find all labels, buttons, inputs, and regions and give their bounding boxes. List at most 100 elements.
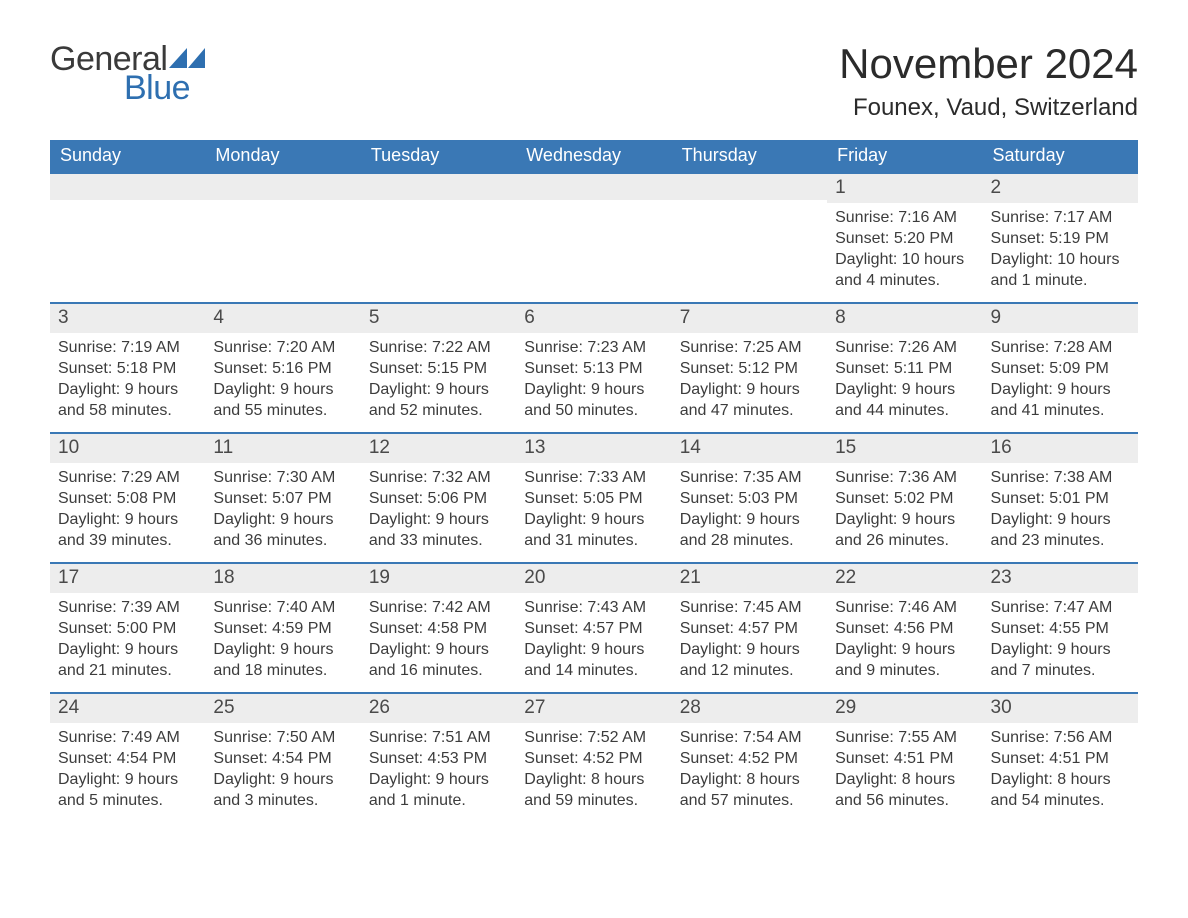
day-details: Sunrise: 7:17 AMSunset: 5:19 PMDaylight:… [983,203,1138,299]
calendar-day-cell: 15Sunrise: 7:36 AMSunset: 5:02 PMDayligh… [827,432,982,562]
day-wrap: 14Sunrise: 7:35 AMSunset: 5:03 PMDayligh… [672,432,827,559]
day-wrap: 18Sunrise: 7:40 AMSunset: 4:59 PMDayligh… [205,562,360,689]
daylight-line: Daylight: 9 hours and 1 minute. [369,769,508,811]
sunrise-line: Sunrise: 7:46 AM [835,597,974,618]
daylight-line: Daylight: 9 hours and 50 minutes. [524,379,663,421]
day-details: Sunrise: 7:19 AMSunset: 5:18 PMDaylight:… [50,333,205,429]
sunset-line: Sunset: 5:19 PM [991,228,1130,249]
sunrise-line: Sunrise: 7:33 AM [524,467,663,488]
day-details: Sunrise: 7:39 AMSunset: 5:00 PMDaylight:… [50,593,205,689]
sunset-line: Sunset: 5:13 PM [524,358,663,379]
calendar-day-cell: 16Sunrise: 7:38 AMSunset: 5:01 PMDayligh… [983,432,1138,562]
calendar-empty-cell [205,172,360,302]
day-number: 20 [516,564,671,593]
day-details: Sunrise: 7:50 AMSunset: 4:54 PMDaylight:… [205,723,360,819]
weekday-header: Friday [827,140,982,172]
sunset-line: Sunset: 4:51 PM [835,748,974,769]
day-details: Sunrise: 7:55 AMSunset: 4:51 PMDaylight:… [827,723,982,819]
day-details: Sunrise: 7:23 AMSunset: 5:13 PMDaylight:… [516,333,671,429]
sunset-line: Sunset: 4:57 PM [680,618,819,639]
day-wrap: 11Sunrise: 7:30 AMSunset: 5:07 PMDayligh… [205,432,360,559]
month-title: November 2024 [839,40,1138,88]
day-number: 4 [205,304,360,333]
day-number: 26 [361,694,516,723]
sunset-line: Sunset: 4:52 PM [680,748,819,769]
calendar-empty-cell [672,172,827,302]
daylight-line: Daylight: 9 hours and 55 minutes. [213,379,352,421]
sunrise-line: Sunrise: 7:51 AM [369,727,508,748]
day-number: 22 [827,564,982,593]
calendar-week-row: 17Sunrise: 7:39 AMSunset: 5:00 PMDayligh… [50,562,1138,692]
weekday-header: Thursday [672,140,827,172]
day-wrap: 3Sunrise: 7:19 AMSunset: 5:18 PMDaylight… [50,302,205,429]
sunset-line: Sunset: 5:08 PM [58,488,197,509]
day-details: Sunrise: 7:54 AMSunset: 4:52 PMDaylight:… [672,723,827,819]
weekday-header: Monday [205,140,360,172]
calendar-day-cell: 8Sunrise: 7:26 AMSunset: 5:11 PMDaylight… [827,302,982,432]
sunset-line: Sunset: 5:20 PM [835,228,974,249]
calendar-day-cell: 20Sunrise: 7:43 AMSunset: 4:57 PMDayligh… [516,562,671,692]
sunrise-line: Sunrise: 7:38 AM [991,467,1130,488]
day-number: 28 [672,694,827,723]
sunset-line: Sunset: 5:11 PM [835,358,974,379]
daylight-line: Daylight: 9 hours and 28 minutes. [680,509,819,551]
day-wrap: 4Sunrise: 7:20 AMSunset: 5:16 PMDaylight… [205,302,360,429]
day-details: Sunrise: 7:25 AMSunset: 5:12 PMDaylight:… [672,333,827,429]
calendar-day-cell: 26Sunrise: 7:51 AMSunset: 4:53 PMDayligh… [361,692,516,822]
day-wrap: 7Sunrise: 7:25 AMSunset: 5:12 PMDaylight… [672,302,827,429]
sunset-line: Sunset: 5:15 PM [369,358,508,379]
daylight-line: Daylight: 9 hours and 23 minutes. [991,509,1130,551]
day-number: 2 [983,174,1138,203]
calendar-day-cell: 5Sunrise: 7:22 AMSunset: 5:15 PMDaylight… [361,302,516,432]
daylight-line: Daylight: 10 hours and 4 minutes. [835,249,974,291]
calendar-day-cell: 3Sunrise: 7:19 AMSunset: 5:18 PMDaylight… [50,302,205,432]
day-details: Sunrise: 7:47 AMSunset: 4:55 PMDaylight:… [983,593,1138,689]
sunset-line: Sunset: 5:16 PM [213,358,352,379]
daylight-line: Daylight: 9 hours and 41 minutes. [991,379,1130,421]
weekday-header: Saturday [983,140,1138,172]
day-details: Sunrise: 7:36 AMSunset: 5:02 PMDaylight:… [827,463,982,559]
daylight-line: Daylight: 8 hours and 56 minutes. [835,769,974,811]
weekday-header: Sunday [50,140,205,172]
day-number: 3 [50,304,205,333]
day-number: 5 [361,304,516,333]
calendar-day-cell: 29Sunrise: 7:55 AMSunset: 4:51 PMDayligh… [827,692,982,822]
daylight-line: Daylight: 9 hours and 3 minutes. [213,769,352,811]
day-wrap: 19Sunrise: 7:42 AMSunset: 4:58 PMDayligh… [361,562,516,689]
sunset-line: Sunset: 4:51 PM [991,748,1130,769]
day-wrap: 1Sunrise: 7:16 AMSunset: 5:20 PMDaylight… [827,172,982,299]
daylight-line: Daylight: 9 hours and 36 minutes. [213,509,352,551]
sunrise-line: Sunrise: 7:43 AM [524,597,663,618]
calendar-empty-cell [516,172,671,302]
sunset-line: Sunset: 4:52 PM [524,748,663,769]
day-wrap: 17Sunrise: 7:39 AMSunset: 5:00 PMDayligh… [50,562,205,689]
sunrise-line: Sunrise: 7:40 AM [213,597,352,618]
daylight-line: Daylight: 9 hours and 58 minutes. [58,379,197,421]
calendar-day-cell: 1Sunrise: 7:16 AMSunset: 5:20 PMDaylight… [827,172,982,302]
sunset-line: Sunset: 5:18 PM [58,358,197,379]
day-wrap: 10Sunrise: 7:29 AMSunset: 5:08 PMDayligh… [50,432,205,559]
sunrise-line: Sunrise: 7:56 AM [991,727,1130,748]
sunset-line: Sunset: 5:03 PM [680,488,819,509]
title-block: November 2024 Founex, Vaud, Switzerland [839,40,1138,122]
sunrise-line: Sunrise: 7:52 AM [524,727,663,748]
day-number: 11 [205,434,360,463]
day-details: Sunrise: 7:22 AMSunset: 5:15 PMDaylight:… [361,333,516,429]
daylight-line: Daylight: 9 hours and 26 minutes. [835,509,974,551]
sunrise-line: Sunrise: 7:29 AM [58,467,197,488]
calendar-day-cell: 9Sunrise: 7:28 AMSunset: 5:09 PMDaylight… [983,302,1138,432]
daylight-line: Daylight: 9 hours and 21 minutes. [58,639,197,681]
calendar-day-cell: 11Sunrise: 7:30 AMSunset: 5:07 PMDayligh… [205,432,360,562]
calendar-day-cell: 24Sunrise: 7:49 AMSunset: 4:54 PMDayligh… [50,692,205,822]
day-wrap: 16Sunrise: 7:38 AMSunset: 5:01 PMDayligh… [983,432,1138,559]
calendar-empty-cell [361,172,516,302]
sunrise-line: Sunrise: 7:50 AM [213,727,352,748]
day-details: Sunrise: 7:16 AMSunset: 5:20 PMDaylight:… [827,203,982,299]
daylight-line: Daylight: 9 hours and 39 minutes. [58,509,197,551]
calendar-week-row: 24Sunrise: 7:49 AMSunset: 4:54 PMDayligh… [50,692,1138,822]
calendar-day-cell: 25Sunrise: 7:50 AMSunset: 4:54 PMDayligh… [205,692,360,822]
day-details: Sunrise: 7:43 AMSunset: 4:57 PMDaylight:… [516,593,671,689]
day-number: 27 [516,694,671,723]
daylight-line: Daylight: 8 hours and 54 minutes. [991,769,1130,811]
sunset-line: Sunset: 5:05 PM [524,488,663,509]
